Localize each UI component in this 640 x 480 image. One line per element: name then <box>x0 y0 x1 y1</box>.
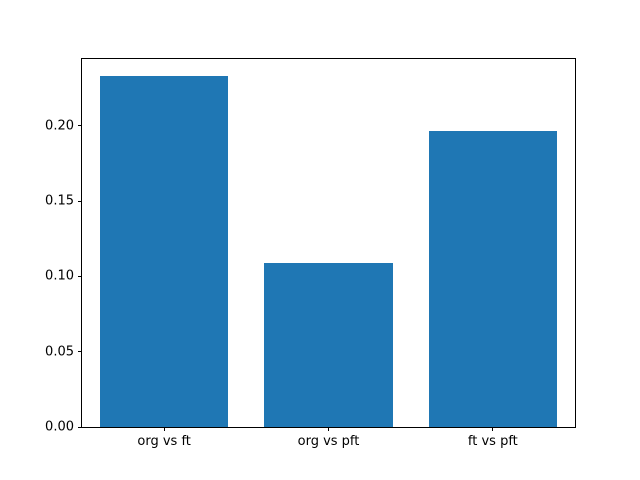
y-tick-mark <box>78 275 82 277</box>
y-tick-label: 0.20 <box>45 118 74 134</box>
y-tick-mark <box>78 125 82 127</box>
x-tick-mark <box>163 427 165 431</box>
y-tick-mark <box>78 426 82 428</box>
x-tick-label: org vs pft <box>297 434 360 449</box>
bar-org-vs-ft <box>100 76 229 427</box>
y-tick-mark <box>78 200 82 202</box>
y-tick-label: 0.00 <box>45 419 74 435</box>
x-tick-label: ft vs pft <box>467 434 518 449</box>
x-tick-mark <box>328 427 329 431</box>
y-tick-label: 0.10 <box>45 268 74 284</box>
bar-ft-vs-pft <box>428 130 557 427</box>
y-tick-label: 0.05 <box>45 344 74 360</box>
bar-org-vs-pft <box>264 262 393 427</box>
y-tick-label: 0.15 <box>45 193 74 209</box>
plot-area: 0.00 0.05 0.10 0.15 0.20 org vs ft org vs pft f… <box>45 58 576 448</box>
y-tick-mark <box>78 351 82 353</box>
x-tick-mark <box>492 427 494 431</box>
x-tick-label: org vs ft <box>137 434 191 449</box>
